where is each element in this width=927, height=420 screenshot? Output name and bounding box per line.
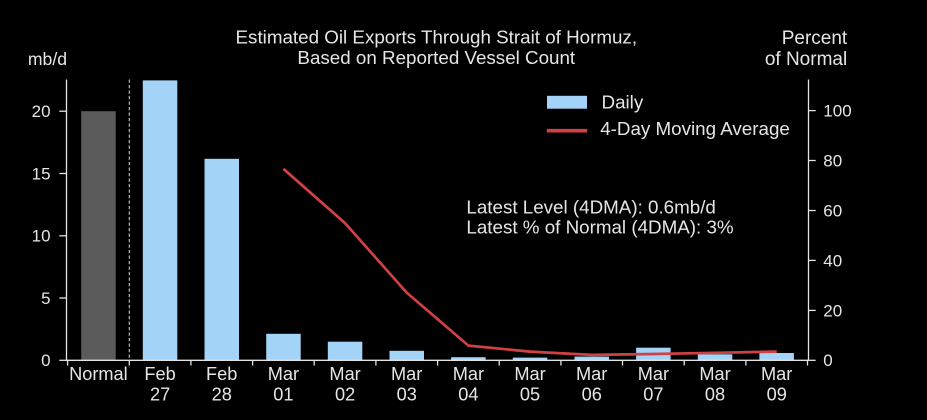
svg-text:0: 0 [41, 351, 50, 370]
svg-text:Based on Reported Vessel Count: Based on Reported Vessel Count [297, 47, 576, 68]
svg-text:100: 100 [823, 102, 851, 121]
svg-text:09: 09 [767, 385, 787, 405]
svg-text:Mar: Mar [391, 364, 422, 384]
svg-text:27: 27 [150, 385, 170, 405]
svg-text:04: 04 [458, 385, 478, 405]
svg-text:08: 08 [705, 385, 725, 405]
svg-text:Mar: Mar [576, 364, 607, 384]
svg-text:10: 10 [32, 227, 51, 246]
svg-text:0: 0 [823, 351, 832, 370]
svg-text:Feb: Feb [144, 364, 175, 384]
svg-text:Mar: Mar [638, 364, 669, 384]
svg-text:Mar: Mar [514, 364, 545, 384]
svg-text:Mar: Mar [761, 364, 792, 384]
svg-text:03: 03 [397, 385, 417, 405]
svg-text:20: 20 [823, 301, 842, 320]
svg-text:Percent: Percent [782, 28, 848, 49]
svg-text:01: 01 [273, 385, 293, 405]
svg-text:5: 5 [41, 289, 50, 308]
svg-text:Mar: Mar [699, 364, 730, 384]
svg-text:mb/d: mb/d [28, 49, 67, 69]
svg-text:05: 05 [520, 385, 540, 405]
svg-text:06: 06 [582, 385, 602, 405]
svg-text:4-Day Moving Average: 4-Day Moving Average [600, 118, 790, 139]
svg-text:Normal: Normal [69, 364, 128, 384]
svg-text:80: 80 [823, 151, 842, 170]
svg-text:Mar: Mar [268, 364, 299, 384]
svg-text:Mar: Mar [329, 364, 360, 384]
svg-text:15: 15 [32, 164, 51, 183]
svg-text:Latest Level (4DMA): 0.6mb/d: Latest Level (4DMA): 0.6mb/d [466, 197, 715, 218]
svg-text:02: 02 [335, 385, 355, 405]
svg-text:20: 20 [32, 102, 51, 121]
svg-text:07: 07 [643, 385, 663, 405]
svg-text:of Normal: of Normal [765, 49, 847, 70]
svg-text:Feb: Feb [206, 364, 237, 384]
svg-text:Estimated Oil Exports Through: Estimated Oil Exports Through Strait of … [236, 26, 638, 47]
svg-text:28: 28 [212, 385, 232, 405]
svg-text:40: 40 [823, 251, 842, 270]
svg-text:Daily: Daily [602, 92, 644, 113]
svg-text:Latest % of Normal (4DMA): 3%: Latest % of Normal (4DMA): 3% [466, 217, 733, 238]
svg-text:60: 60 [823, 201, 842, 220]
svg-text:Mar: Mar [453, 364, 484, 384]
